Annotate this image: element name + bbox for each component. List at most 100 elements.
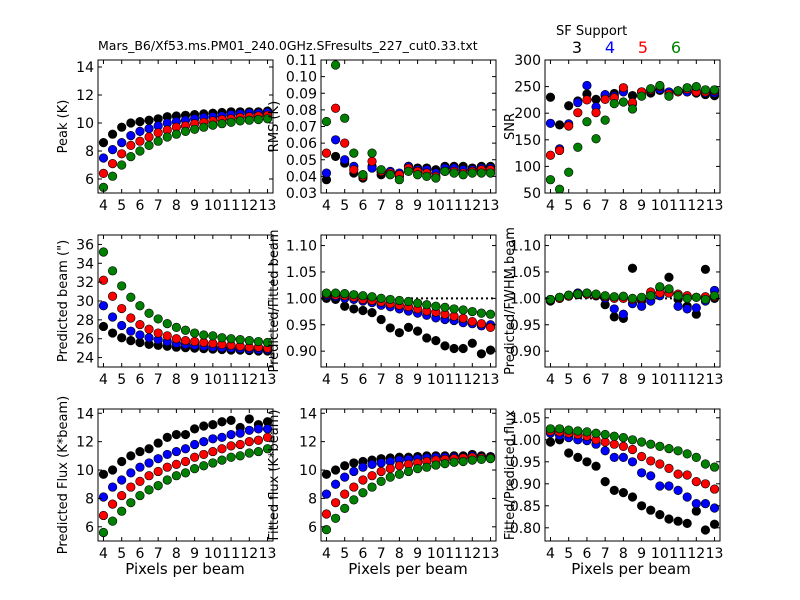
data-point	[253, 424, 264, 434]
x-tick-label: 7	[377, 372, 386, 388]
x-tick-label: 9	[637, 372, 646, 388]
data-point	[208, 420, 218, 430]
data-point	[646, 456, 656, 466]
x-tick-label: 9	[637, 198, 646, 214]
y-tick-label: 1.10	[510, 239, 541, 255]
data-point	[394, 295, 404, 306]
data-point	[458, 456, 468, 467]
data-point	[476, 454, 487, 464]
x-tick-label: 6	[135, 546, 144, 562]
x-tick-label: 9	[637, 546, 646, 562]
x-tick-label: 5	[564, 198, 573, 214]
data-point	[199, 330, 209, 340]
data-point	[135, 146, 145, 156]
series-6	[545, 80, 720, 193]
x-tick-label: 10	[427, 198, 445, 214]
y-axis-label: Predicted Flux (K*beam)	[56, 396, 71, 554]
data-point	[107, 171, 118, 181]
data-point	[117, 122, 127, 132]
data-point	[564, 167, 574, 177]
data-point	[217, 444, 227, 454]
y-tick-label: 8	[308, 491, 317, 507]
x-tick-label: 13	[482, 546, 500, 562]
data-point	[98, 321, 109, 332]
y-axis-label: SNR	[503, 113, 518, 140]
data-point	[107, 328, 118, 338]
data-point	[564, 121, 574, 131]
data-point	[321, 168, 332, 178]
data-point	[637, 451, 647, 462]
x-tick-label: 5	[564, 372, 573, 388]
data-point	[208, 458, 218, 468]
data-point	[144, 471, 154, 481]
data-point	[153, 128, 163, 138]
y-tick-label: 0.05	[286, 153, 317, 169]
data-point	[321, 525, 332, 535]
data-point	[458, 313, 468, 324]
data-point	[564, 448, 574, 458]
data-point	[330, 513, 341, 523]
data-point	[422, 300, 432, 310]
data-point	[340, 503, 350, 513]
data-point	[262, 114, 273, 124]
y-tick-label: 0.95	[286, 318, 317, 334]
data-point	[385, 170, 395, 180]
data-point	[700, 294, 711, 305]
data-point	[107, 499, 118, 509]
data-point	[330, 465, 341, 475]
y-tick-label: 14	[76, 60, 94, 76]
x-tick-label: 4	[322, 198, 331, 214]
data-point	[171, 429, 181, 440]
data-point	[664, 91, 674, 101]
plot-frame	[97, 59, 274, 194]
data-point	[700, 479, 711, 489]
x-tick-label: 7	[377, 198, 386, 214]
data-point	[349, 304, 359, 314]
data-point	[349, 148, 359, 158]
data-point	[476, 319, 487, 329]
x-tick-label: 7	[154, 546, 163, 562]
y-axis-label: RMS (K)	[267, 101, 282, 152]
series-3	[321, 293, 496, 359]
data-point	[591, 461, 601, 471]
data-point	[582, 457, 592, 467]
data-point	[340, 489, 350, 499]
data-point	[126, 451, 136, 461]
data-point	[637, 468, 647, 478]
data-point	[627, 293, 638, 303]
data-point	[673, 485, 683, 496]
data-point	[449, 343, 459, 354]
data-point	[253, 114, 264, 125]
x-tick-label: 8	[395, 372, 404, 388]
data-point	[217, 455, 227, 465]
data-point	[226, 452, 236, 462]
x-tick-label: 4	[322, 372, 331, 388]
x-tick-label: 10	[651, 546, 669, 562]
x-tick-label: 11	[222, 546, 240, 562]
data-point	[609, 304, 619, 314]
y-tick-label: 32	[76, 275, 94, 291]
data-point	[431, 336, 441, 346]
data-point	[217, 417, 227, 427]
data-point	[367, 148, 377, 158]
data-point	[573, 289, 583, 299]
series-group	[98, 247, 273, 356]
y-tick-label: 10	[299, 463, 317, 479]
data-point	[609, 431, 619, 441]
y-tick-label: 14	[299, 406, 317, 422]
data-point	[700, 85, 711, 95]
x-tick-label: 11	[669, 372, 687, 388]
panel-rms: 4 5 6 7 8 9 10 11 12 130.030.040.050.060.070.080.…	[267, 53, 499, 214]
data-point	[376, 165, 386, 175]
data-point	[591, 428, 601, 438]
data-point	[330, 498, 341, 508]
data-point	[422, 333, 432, 343]
y-tick-label: 28	[76, 313, 94, 329]
x-tick-label: 13	[706, 546, 724, 562]
data-point	[321, 469, 332, 479]
data-point	[618, 441, 628, 452]
x-tick-label: 4	[546, 372, 555, 388]
